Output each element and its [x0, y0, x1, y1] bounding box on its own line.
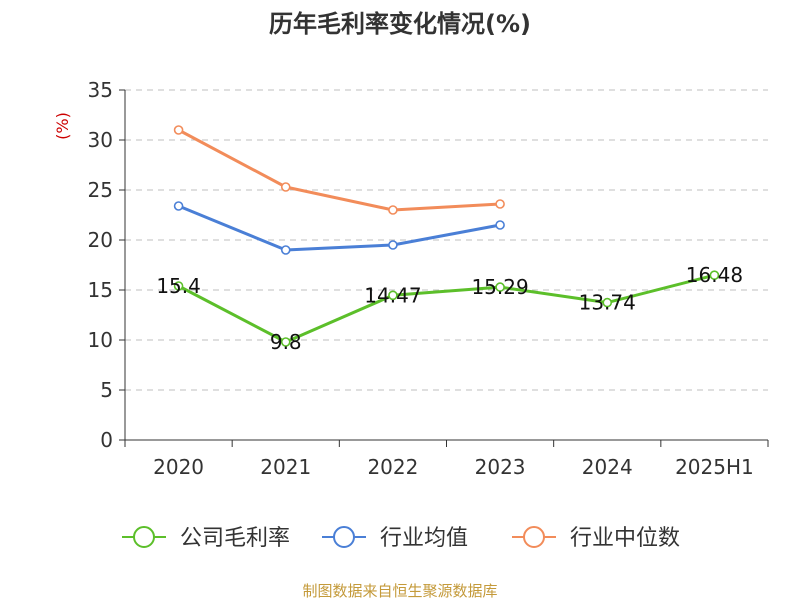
- x-tick-label: 2025H1: [675, 455, 754, 479]
- data-point: [280, 337, 291, 347]
- data-point: [173, 125, 184, 135]
- data-label: 16.48: [686, 263, 743, 287]
- y-tick-label: 30: [88, 128, 113, 152]
- data-point: [280, 245, 291, 255]
- legend-marker[interactable]: [333, 526, 355, 548]
- series-line-2: [177, 128, 501, 212]
- data-point: [388, 240, 398, 250]
- axes: 0 5 10 15 20 25 30 35 2020 2021 2022 2023 2024 2025H1: [88, 78, 769, 479]
- chart-title: 历年毛利率变化情况(%): [269, 10, 531, 38]
- x-tick-label: 2020: [153, 455, 204, 479]
- y-tick-label: 10: [88, 328, 113, 352]
- data-point: [495, 199, 505, 209]
- data-point: [173, 201, 184, 211]
- y-tick-label: 35: [88, 78, 113, 102]
- legend-label[interactable]: 公司毛利率: [180, 526, 290, 551]
- data-point: [388, 205, 398, 215]
- y-tick-label: 15: [88, 278, 113, 302]
- legend-label[interactable]: 行业均值: [380, 526, 468, 551]
- data-point: [602, 297, 613, 308]
- legend-marker[interactable]: [133, 526, 155, 548]
- legend-marker[interactable]: [523, 526, 545, 548]
- source-note: 制图数据来自恒生聚源数据库: [302, 582, 497, 600]
- y-tick-label: 25: [88, 178, 113, 202]
- data-point: [388, 290, 398, 301]
- data-point: [173, 281, 184, 291]
- x-tick-label: 2024: [582, 455, 633, 479]
- legend[interactable]: 公司毛利率 行业均值 行业中位数: [122, 526, 680, 551]
- y-tick-label: 0: [100, 428, 113, 452]
- data-label: 9.8: [270, 330, 302, 354]
- series-line-0: [177, 273, 715, 344]
- data-label: 14.47: [364, 283, 421, 307]
- data-label: 13.74: [579, 291, 636, 315]
- data-label: 15.29: [471, 275, 528, 299]
- x-tick-label: 2021: [260, 455, 311, 479]
- gridlines: [125, 89, 768, 391]
- data-point: [709, 270, 720, 281]
- series-line-1: [178, 204, 501, 252]
- x-tick-label: 2023: [475, 455, 526, 479]
- x-tick-label: 2022: [367, 455, 418, 479]
- data-labels: 15.4 9.8 14.47 15.29 13.74 16.48: [156, 263, 743, 354]
- series-lines: [173, 125, 720, 347]
- y-tick-label: 20: [88, 228, 113, 252]
- y-axis-unit: (%): [53, 112, 72, 140]
- y-tick-label: 5: [100, 378, 113, 402]
- data-label: 15.4: [156, 274, 201, 298]
- data-point: [495, 220, 505, 230]
- data-point: [280, 182, 291, 192]
- data-point: [495, 282, 505, 292]
- legend-label[interactable]: 行业中位数: [570, 526, 680, 551]
